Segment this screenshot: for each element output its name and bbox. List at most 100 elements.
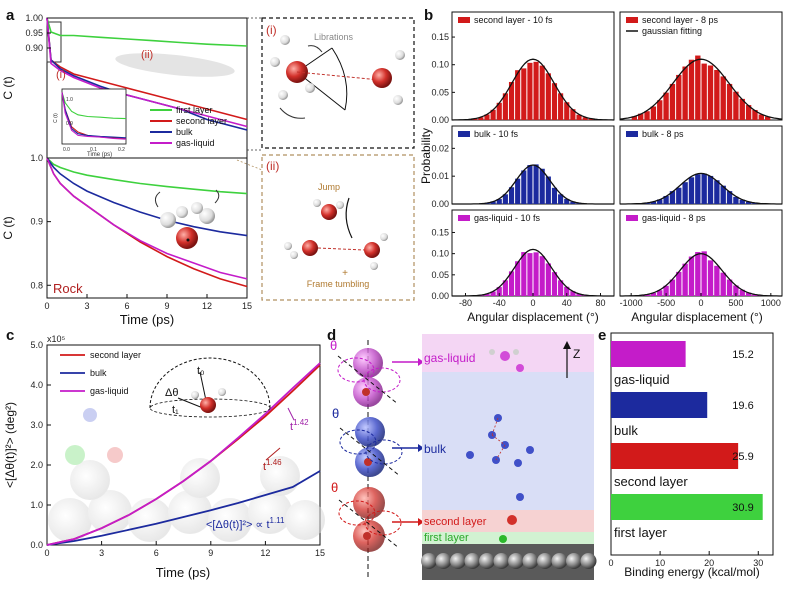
libration-arc bbox=[332, 48, 347, 110]
c-ytick-label: 2.0 bbox=[30, 460, 43, 470]
b-hist-bar bbox=[727, 84, 732, 120]
b-hist-bar bbox=[702, 174, 707, 204]
slab-mol-bulk-6 bbox=[526, 446, 534, 454]
jump-h-2 bbox=[336, 201, 344, 209]
b-hist-bar bbox=[676, 272, 681, 296]
libration-arrow-2 bbox=[308, 46, 322, 52]
b-hist-bar bbox=[534, 164, 539, 204]
e-bar-category: second layer bbox=[614, 474, 688, 489]
rock-sphere bbox=[566, 553, 582, 569]
a-bot-ytick-label: 0.8 bbox=[30, 280, 43, 290]
b-hist-bar bbox=[714, 180, 719, 204]
e-bar-value: 15.2 bbox=[732, 349, 753, 361]
libration-h-4 bbox=[278, 90, 288, 100]
a-xtick-label: 15 bbox=[242, 301, 252, 311]
slab-mol-gas-h2 bbox=[513, 349, 519, 355]
dome-dtheta: Δθ bbox=[165, 387, 178, 399]
libration-h-1 bbox=[280, 35, 290, 45]
c-xtick-label: 12 bbox=[260, 548, 270, 558]
rock-sphere bbox=[421, 553, 437, 569]
slab-mol-bulk-5 bbox=[514, 459, 522, 467]
jump-h-5 bbox=[380, 233, 388, 241]
dome-t0: t₀ bbox=[197, 365, 205, 377]
a-bot-ytick-label: 1.0 bbox=[30, 153, 43, 163]
frame-tumbling-label: Frame tumbling bbox=[307, 279, 370, 289]
power-law-base: <[Δθ(t)]²> ∝ t bbox=[206, 519, 270, 531]
d-theta-gas: θ bbox=[330, 338, 337, 353]
b-hist-bar bbox=[515, 179, 520, 204]
b-hist-bar bbox=[682, 264, 687, 296]
rock-sphere bbox=[537, 553, 553, 569]
b-legend-swatch bbox=[626, 131, 638, 137]
slab-mol-bulk-7 bbox=[466, 451, 474, 459]
b-xtick-label: 80 bbox=[595, 298, 605, 308]
b-hist-bar bbox=[552, 188, 557, 204]
slab-mol-gas-o1 bbox=[500, 351, 510, 361]
a-bot-ytick-label: 0.9 bbox=[30, 217, 43, 227]
b-hist-bar bbox=[546, 263, 551, 296]
c-ytick-label: 4.0 bbox=[30, 380, 43, 390]
b-hist-bar bbox=[540, 256, 545, 296]
rock-center-dot bbox=[187, 239, 190, 242]
c-xtick-label: 15 bbox=[315, 548, 325, 558]
b-legend-label: second layer - 8 ps bbox=[642, 15, 719, 25]
panel-a-marker-i: (i) bbox=[56, 69, 66, 81]
rock-sphere bbox=[436, 553, 452, 569]
slab-mol-gas-o2 bbox=[516, 364, 524, 372]
b-ytick-label: 0.00 bbox=[431, 199, 449, 209]
b-legend-swatch bbox=[458, 17, 470, 23]
a-xtick-label: 9 bbox=[164, 301, 169, 311]
panel-label-b: b bbox=[424, 7, 433, 24]
panel-a-box-librations: (i) Librations bbox=[262, 18, 414, 148]
c-ytick-label: 5.0 bbox=[30, 340, 43, 350]
rock-hydrogen-ghost-right bbox=[191, 202, 203, 214]
b-hist-bar bbox=[689, 177, 694, 204]
panel-a-inset-xtick-0: 0.0 bbox=[63, 147, 70, 153]
b-hist-bar bbox=[682, 182, 687, 204]
b-panel-frame bbox=[452, 12, 614, 120]
e-xtick-label: 0 bbox=[608, 558, 613, 568]
c-ytick-label: 1.0 bbox=[30, 500, 43, 510]
panel-b-xlabel-left: Angular displacement (°) bbox=[467, 310, 599, 324]
b-legend-label: bulk - 10 fs bbox=[474, 129, 519, 139]
b-ytick-label: 0.10 bbox=[431, 60, 449, 70]
slab-label-second-layer: second layer bbox=[424, 516, 487, 528]
jump-oxygen-right bbox=[364, 242, 380, 258]
z-axis-label: Z bbox=[573, 347, 580, 361]
b-hist-bar bbox=[515, 70, 520, 120]
c-xtick-label: 6 bbox=[154, 548, 159, 558]
a-top-ytick-label: 0.90 bbox=[25, 43, 43, 53]
panel-a-inset-xlabel: Time (ps) bbox=[87, 152, 112, 158]
panel-a-top-plot: 1.000.950.90 (ii) (i) C (t) 0.9 1.0 0.0 … bbox=[1, 13, 247, 158]
panel-c-multiplier: x10⁵ bbox=[47, 334, 66, 344]
b-ytick-label: 0.15 bbox=[431, 32, 449, 42]
a-top-ytick-label: 1.00 bbox=[25, 13, 43, 23]
b-hist-bar bbox=[714, 70, 719, 120]
jump-plus: + bbox=[342, 268, 348, 279]
a-legend-label: gas-liquid bbox=[176, 138, 215, 148]
jump-h-1 bbox=[313, 199, 321, 207]
slab-mol-bulk-8 bbox=[516, 493, 524, 501]
bg-sphere-7 bbox=[285, 500, 325, 540]
bg-green-molecule bbox=[65, 445, 85, 465]
b-ytick-label: 0.10 bbox=[431, 249, 449, 259]
c-legend-label: gas-liquid bbox=[90, 386, 129, 396]
b-ytick-label: 0.00 bbox=[431, 291, 449, 301]
a-top-ytick-label: 0.95 bbox=[25, 28, 43, 38]
d-bulk-sphere-top bbox=[355, 417, 385, 447]
b-hist-bar bbox=[657, 100, 662, 120]
b-hist-bar bbox=[651, 106, 656, 120]
b-hist-bar bbox=[521, 252, 526, 296]
c-xtick-label: 0 bbox=[44, 548, 49, 558]
b-hist-bar bbox=[689, 257, 694, 296]
b-hist-bar bbox=[527, 165, 532, 204]
jump-oxygen-left bbox=[302, 240, 318, 256]
slab-mol-second bbox=[507, 515, 517, 525]
b-xtick-label: -40 bbox=[493, 298, 506, 308]
panel-e-xlabel: Binding energy (kcal/mol) bbox=[624, 565, 759, 579]
b-xtick-label: 0 bbox=[530, 298, 535, 308]
b-legend-swatch bbox=[458, 215, 470, 221]
